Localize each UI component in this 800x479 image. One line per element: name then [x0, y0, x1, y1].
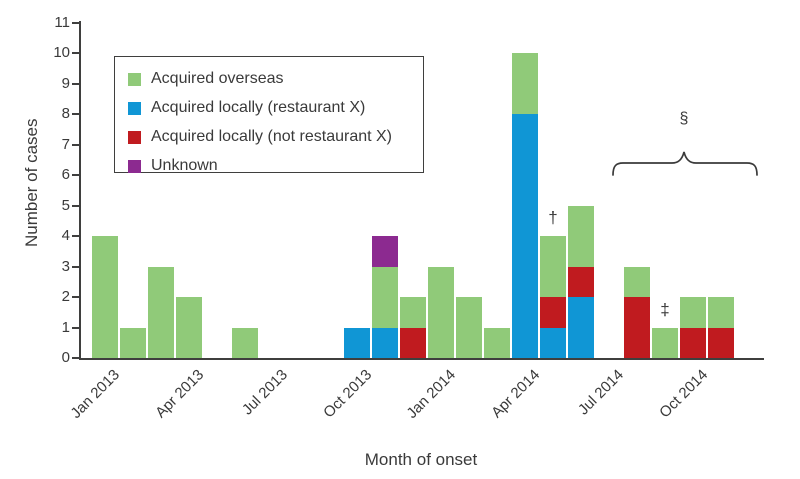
bar-segment	[568, 266, 594, 297]
legend-item-restaurant-x: Acquired locally (restaurant X)	[128, 97, 423, 119]
x-tick-label: Jan 2013	[67, 366, 124, 422]
bar-segment	[484, 327, 510, 358]
brace-annotation	[612, 151, 758, 176]
y-tick-label: 6	[61, 166, 70, 183]
y-axis-line	[78, 21, 81, 360]
y-tick-mark	[72, 82, 79, 85]
y-tick-label: 2	[61, 288, 70, 305]
legend-swatch-restaurant-x	[128, 101, 141, 115]
x-tick-label: Jul 2014	[575, 366, 628, 419]
bar-segment	[372, 327, 398, 358]
y-tick-mark	[72, 143, 79, 146]
bar-segment	[708, 297, 734, 328]
double-dagger-annotation: ‡	[660, 299, 670, 319]
y-tick-mark	[72, 235, 79, 237]
x-tick-label: Jan 2014	[403, 366, 460, 422]
bar-segment	[400, 327, 426, 358]
legend-label-overseas: Acquired overseas	[151, 70, 284, 87]
bar-segment	[428, 266, 454, 358]
bar-segment	[708, 327, 734, 358]
legend-label-restaurant-x: Acquired locally (restaurant X)	[151, 99, 366, 116]
bar-segment	[624, 266, 650, 297]
bar-segment	[456, 297, 482, 358]
legend-swatch-unknown	[128, 159, 141, 173]
y-axis-title: Number of cases	[22, 118, 41, 248]
bar-segment	[540, 236, 566, 297]
y-tick-mark	[72, 357, 79, 359]
legend-item-overseas: Acquired overseas	[128, 68, 423, 90]
x-tick-label: Oct 2013	[320, 366, 376, 422]
bar-segment	[372, 266, 398, 328]
bar-segment	[680, 327, 706, 358]
bar-segment	[148, 266, 174, 358]
legend-swatch-not-restaurant-x	[128, 130, 141, 144]
x-tick-label: Jul 2013	[239, 366, 292, 419]
dagger-annotation: †	[548, 208, 558, 227]
x-tick-label: Oct 2014	[656, 366, 712, 422]
bar-segment	[568, 297, 594, 358]
bar-segment	[372, 236, 398, 267]
bar-segment	[652, 327, 678, 358]
y-tick-mark	[72, 174, 79, 176]
legend-item-not-restaurant-x: Acquired locally (not restaurant X)	[128, 126, 423, 148]
y-tick-mark	[72, 326, 79, 329]
y-tick-label: 0	[61, 349, 70, 366]
x-axis-title: Month of onset	[364, 450, 478, 469]
legend: Acquired overseas Acquired locally (rest…	[114, 56, 424, 174]
bar-segment	[176, 297, 202, 358]
bar-segment	[232, 327, 258, 358]
bar-segment	[92, 236, 118, 358]
bar-segment	[400, 297, 426, 328]
bar-segment	[344, 327, 370, 358]
y-tick-mark	[72, 296, 79, 298]
y-tick-mark	[72, 52, 79, 54]
x-tick-label: Apr 2013	[152, 366, 208, 422]
bar-segment	[120, 327, 146, 358]
y-tick-label: 1	[61, 318, 70, 336]
legend-label-not-restaurant-x: Acquired locally (not restaurant X)	[151, 128, 392, 145]
x-tick-label: Apr 2014	[488, 366, 544, 422]
section-sign-annotation: §	[679, 110, 689, 127]
y-tick-mark	[72, 204, 79, 207]
y-tick-label: 7	[61, 135, 70, 153]
legend-item-unknown: Unknown	[128, 155, 423, 177]
y-tick-label: 3	[61, 257, 70, 275]
bar-segment	[512, 114, 538, 358]
bar-segment	[540, 297, 566, 328]
y-tick-mark	[72, 113, 79, 115]
y-tick-label: 8	[61, 105, 70, 122]
bar-segment	[540, 327, 566, 358]
y-tick-label: 4	[61, 227, 70, 244]
x-axis-line	[78, 358, 764, 360]
bar-segment	[568, 205, 594, 267]
y-tick-label: 11	[54, 13, 70, 31]
y-tick-label: 10	[53, 44, 70, 61]
y-tick-label: 9	[61, 74, 70, 92]
y-tick-mark	[72, 265, 79, 268]
legend-swatch-overseas	[128, 72, 141, 86]
bar-segment	[680, 297, 706, 328]
y-tick-label: 5	[61, 196, 70, 214]
bar-segment	[512, 53, 538, 114]
legend-label-unknown: Unknown	[151, 157, 218, 174]
y-tick-mark	[72, 21, 79, 24]
bar-segment	[624, 297, 650, 358]
